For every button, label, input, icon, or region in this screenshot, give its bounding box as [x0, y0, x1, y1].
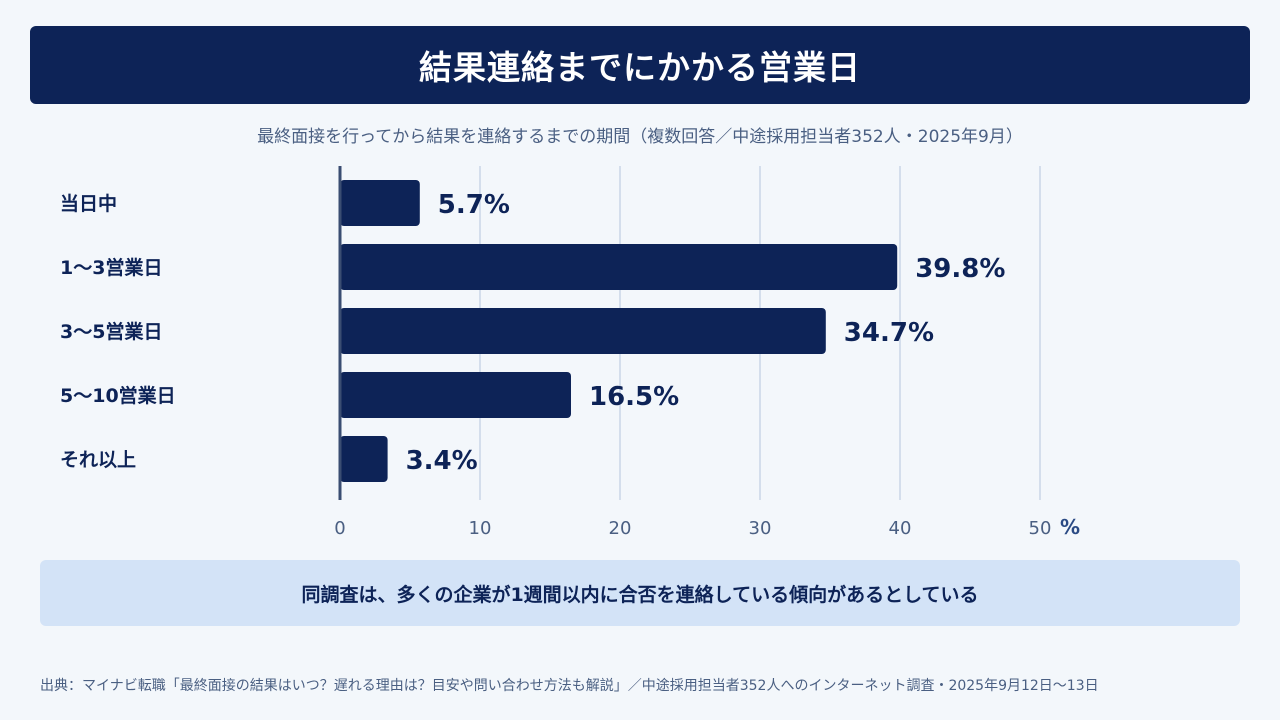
value-label: 5.7% — [438, 190, 510, 220]
bar — [340, 436, 388, 482]
bar — [340, 244, 898, 290]
page-title: 結果連絡までにかかる営業日 — [419, 48, 861, 87]
chart-subtitle: 最終面接を行ってから結果を連絡するまでの期間（複数回答／中途採用担当者352人・… — [257, 127, 1023, 147]
tick-label: 40 — [889, 518, 912, 539]
bar-chart: 当日中 5.7% 1〜3営業日 39.8% 3〜5営業日 34.7% 5〜10営業日 16.5… — [60, 166, 1080, 539]
category-label: 5〜10営業日 — [60, 384, 176, 407]
note-box: 同調査は、多くの企業が1週間以内に合否を連絡している傾向があるとしている — [40, 560, 1240, 626]
tick-label: 30 — [749, 518, 772, 539]
tick-label: 10 — [469, 518, 492, 539]
bar — [340, 180, 420, 226]
category-label: 3〜5営業日 — [60, 320, 162, 343]
value-label: 34.7% — [844, 318, 934, 348]
bar — [340, 372, 571, 418]
axis-unit-label: % — [1060, 515, 1080, 539]
source-citation: 出典：マイナビ転職「最終面接の結果はいつ？遅れる理由は？目安や問い合わせ方法も解… — [40, 678, 1099, 694]
bar — [340, 308, 826, 354]
tick-label: 20 — [609, 518, 632, 539]
category-label: それ以上 — [60, 449, 136, 471]
title-banner: 結果連絡までにかかる営業日 — [30, 26, 1250, 104]
value-label: 3.4% — [406, 446, 478, 476]
tick-label: 50 — [1029, 518, 1052, 539]
category-label: 当日中 — [60, 192, 117, 215]
note-text: 同調査は、多くの企業が1週間以内に合否を連絡している傾向があるとしている — [301, 583, 979, 606]
category-label: 1〜3営業日 — [60, 256, 162, 279]
value-label: 16.5% — [589, 382, 679, 412]
value-label: 39.8% — [915, 254, 1005, 284]
tick-label: 0 — [334, 518, 345, 539]
